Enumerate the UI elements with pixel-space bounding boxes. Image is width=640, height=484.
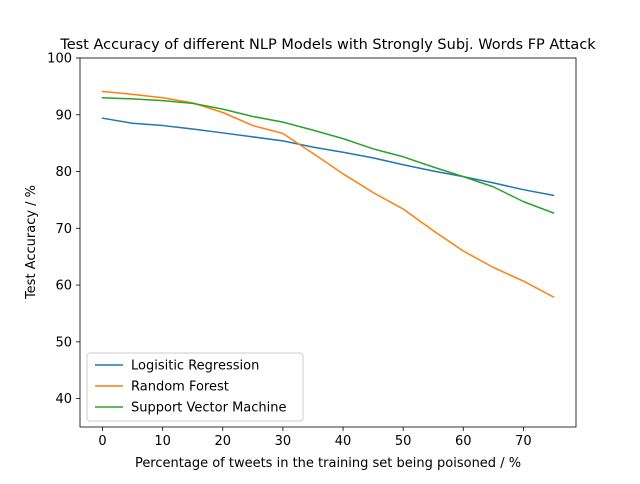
x-tick-label-3: 30 xyxy=(275,434,292,449)
series-line-1 xyxy=(101,90,555,299)
y-tick-label-6: 100 xyxy=(47,52,72,67)
legend-label-2: Support Vector Machine xyxy=(131,401,287,416)
chart-title: Test Accuracy of different NLP Models wi… xyxy=(59,37,596,53)
x-tick-label-0: 0 xyxy=(98,434,106,449)
legend: Logisitic Regression Random Forest Support… xyxy=(86,352,304,422)
x-tick-label-2: 20 xyxy=(215,434,232,449)
x-tick-label-1: 10 xyxy=(154,434,171,449)
x-tick-label-4: 40 xyxy=(335,434,352,449)
legend-label-1: Random Forest xyxy=(131,380,229,395)
y-tick-label-3: 70 xyxy=(55,222,72,237)
plot-area xyxy=(101,90,555,299)
y-axis-label: Test Accuracy / % xyxy=(24,185,39,300)
y-tick-label-5: 90 xyxy=(55,108,72,123)
y-tick-label-4: 80 xyxy=(55,165,72,180)
legend-box xyxy=(86,352,304,422)
x-tick-label-5: 50 xyxy=(395,434,412,449)
x-tick-label-7: 70 xyxy=(515,434,532,449)
x-tick-label-6: 60 xyxy=(455,434,472,449)
series-line-2 xyxy=(101,96,555,214)
axes-frame xyxy=(79,57,577,428)
y-tick-label-1: 50 xyxy=(55,335,72,350)
x-axis-label: Percentage of tweets in the training set… xyxy=(135,456,521,471)
series-line-0 xyxy=(101,117,555,197)
y-tick-label-2: 60 xyxy=(55,279,72,294)
y-tick-label-0: 40 xyxy=(55,392,72,407)
legend-label-0: Logisitic Regression xyxy=(131,359,259,374)
axes: 0 10 20 30 40 50 60 70 40 50 60 70 80 90 100 xyxy=(47,52,577,449)
